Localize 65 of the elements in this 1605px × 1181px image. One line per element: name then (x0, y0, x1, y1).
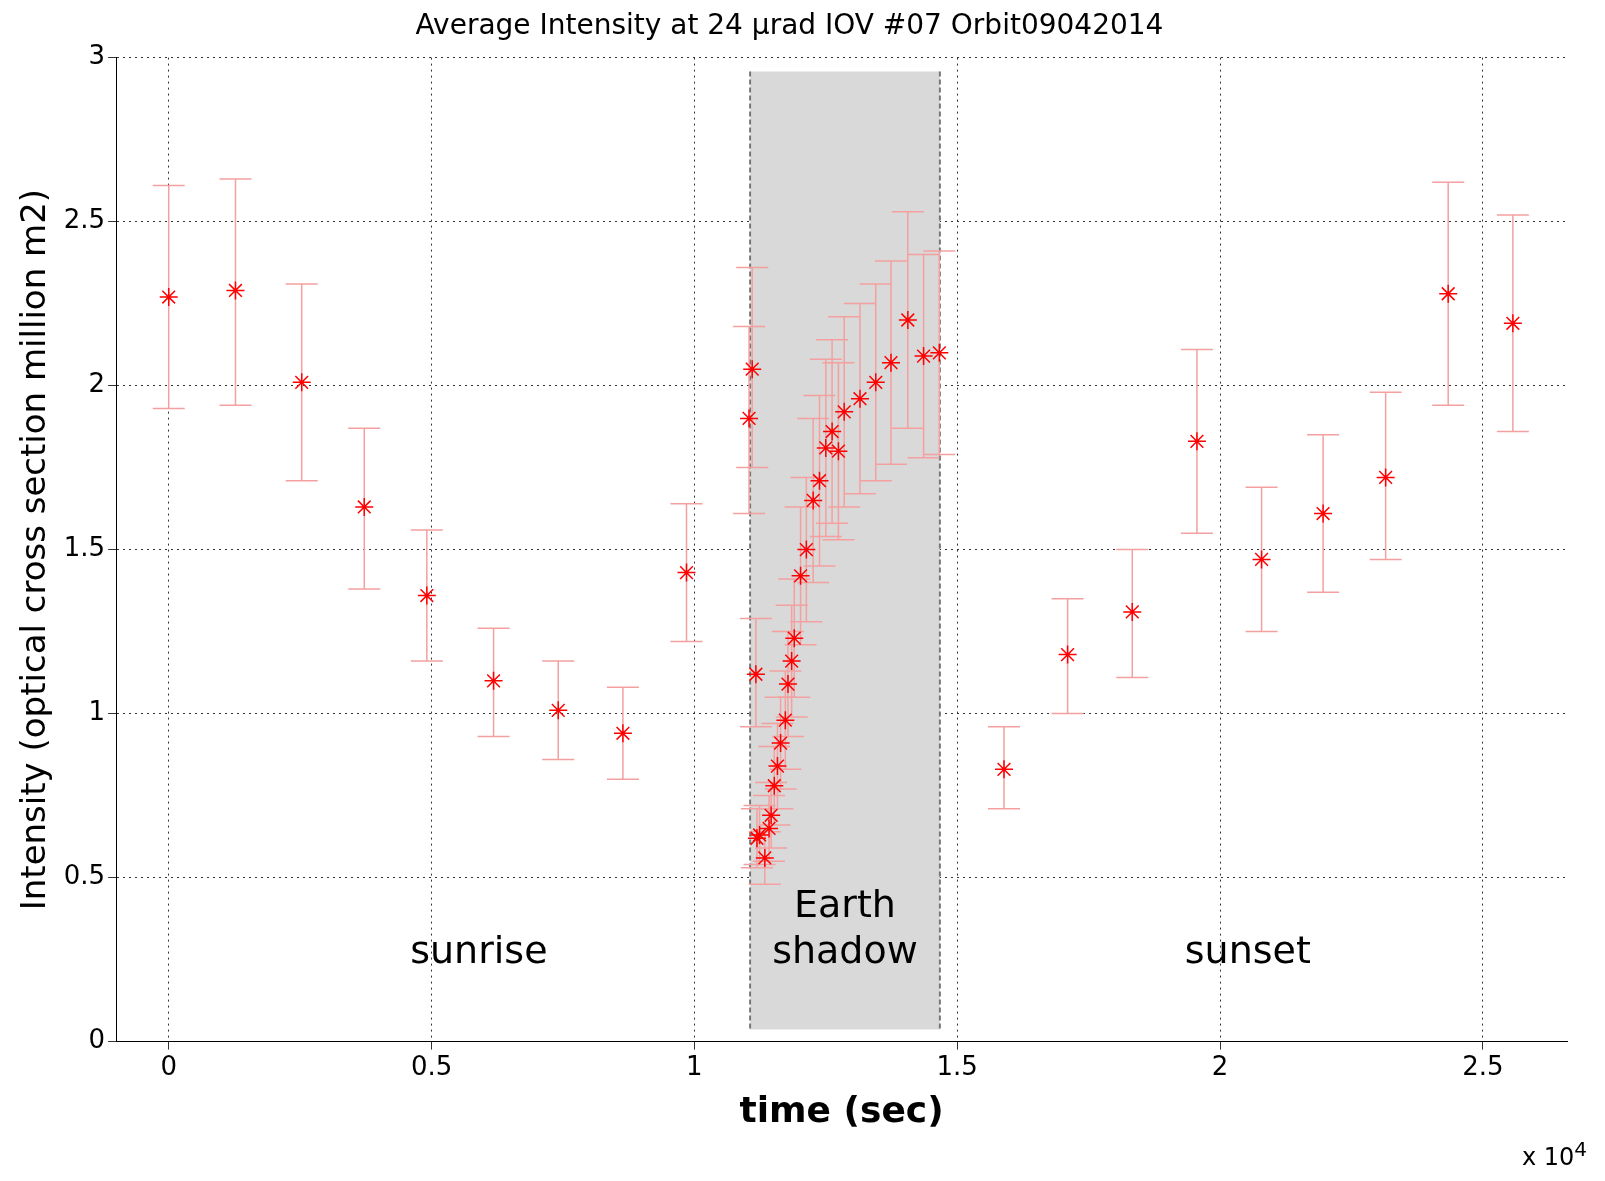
y-tick-label: 3 (88, 40, 106, 71)
point (1438, 284, 1458, 304)
point (755, 848, 775, 868)
point (225, 280, 246, 301)
point (1251, 549, 1272, 570)
x-tick-label: 2.5 (1462, 1050, 1504, 1081)
point (784, 628, 805, 648)
text: x 10$^{4}$ (1521, 1137, 1587, 1171)
point (1375, 467, 1396, 488)
point (803, 490, 823, 511)
chart-title: Average Intensity at 24 µrad IOV #07 Orbit09042014 (415, 8, 1164, 42)
point (613, 723, 633, 744)
point (354, 497, 375, 517)
point (994, 759, 1014, 780)
point (929, 343, 950, 363)
point (881, 352, 901, 373)
point (483, 671, 504, 691)
point (1187, 431, 1207, 452)
point (828, 441, 849, 461)
x-tick-label: 1.5 (936, 1050, 978, 1081)
annotation: sunset (1184, 927, 1311, 972)
y-tick-label: 0.5 (63, 860, 106, 891)
point (291, 372, 312, 393)
point (746, 664, 766, 684)
y-axis-title: Intensity (optical cross section million m2) (13, 188, 54, 911)
point (1057, 644, 1078, 665)
point (809, 470, 830, 491)
point (739, 408, 759, 429)
y-tick-label: 2.5 (63, 204, 106, 235)
point (775, 710, 796, 730)
point (850, 388, 870, 409)
point (796, 539, 817, 560)
point (1122, 602, 1143, 622)
point (834, 402, 854, 422)
point (822, 421, 842, 442)
y-tick-label: 1.5 (63, 532, 106, 563)
point (676, 562, 697, 583)
x-tick-label: 0.5 (410, 1050, 453, 1081)
point (816, 438, 836, 458)
y-tick-label: 2 (88, 368, 106, 399)
annotation: sunrise (410, 927, 548, 972)
point (742, 359, 762, 379)
point (913, 346, 934, 366)
x-tick-label: 0 (160, 1050, 177, 1081)
point (770, 733, 791, 753)
point (1503, 313, 1523, 334)
point (1313, 503, 1333, 524)
point (865, 372, 886, 393)
point (790, 566, 811, 586)
point (767, 756, 788, 776)
point (417, 585, 437, 606)
point (898, 310, 918, 330)
y-tick-label: 1 (88, 696, 106, 727)
point (759, 818, 779, 839)
x-axis-title: time (sec) (739, 1088, 944, 1130)
x-tick-label: 1 (686, 1050, 703, 1081)
point (778, 674, 798, 694)
point (761, 805, 781, 826)
point (764, 776, 785, 796)
point (158, 287, 179, 307)
x-tick-label: 2 (1211, 1050, 1229, 1081)
point (548, 700, 568, 721)
y-tick-label: 0 (88, 1024, 106, 1055)
point (781, 651, 802, 671)
band-label: Earth shadow (772, 882, 918, 973)
